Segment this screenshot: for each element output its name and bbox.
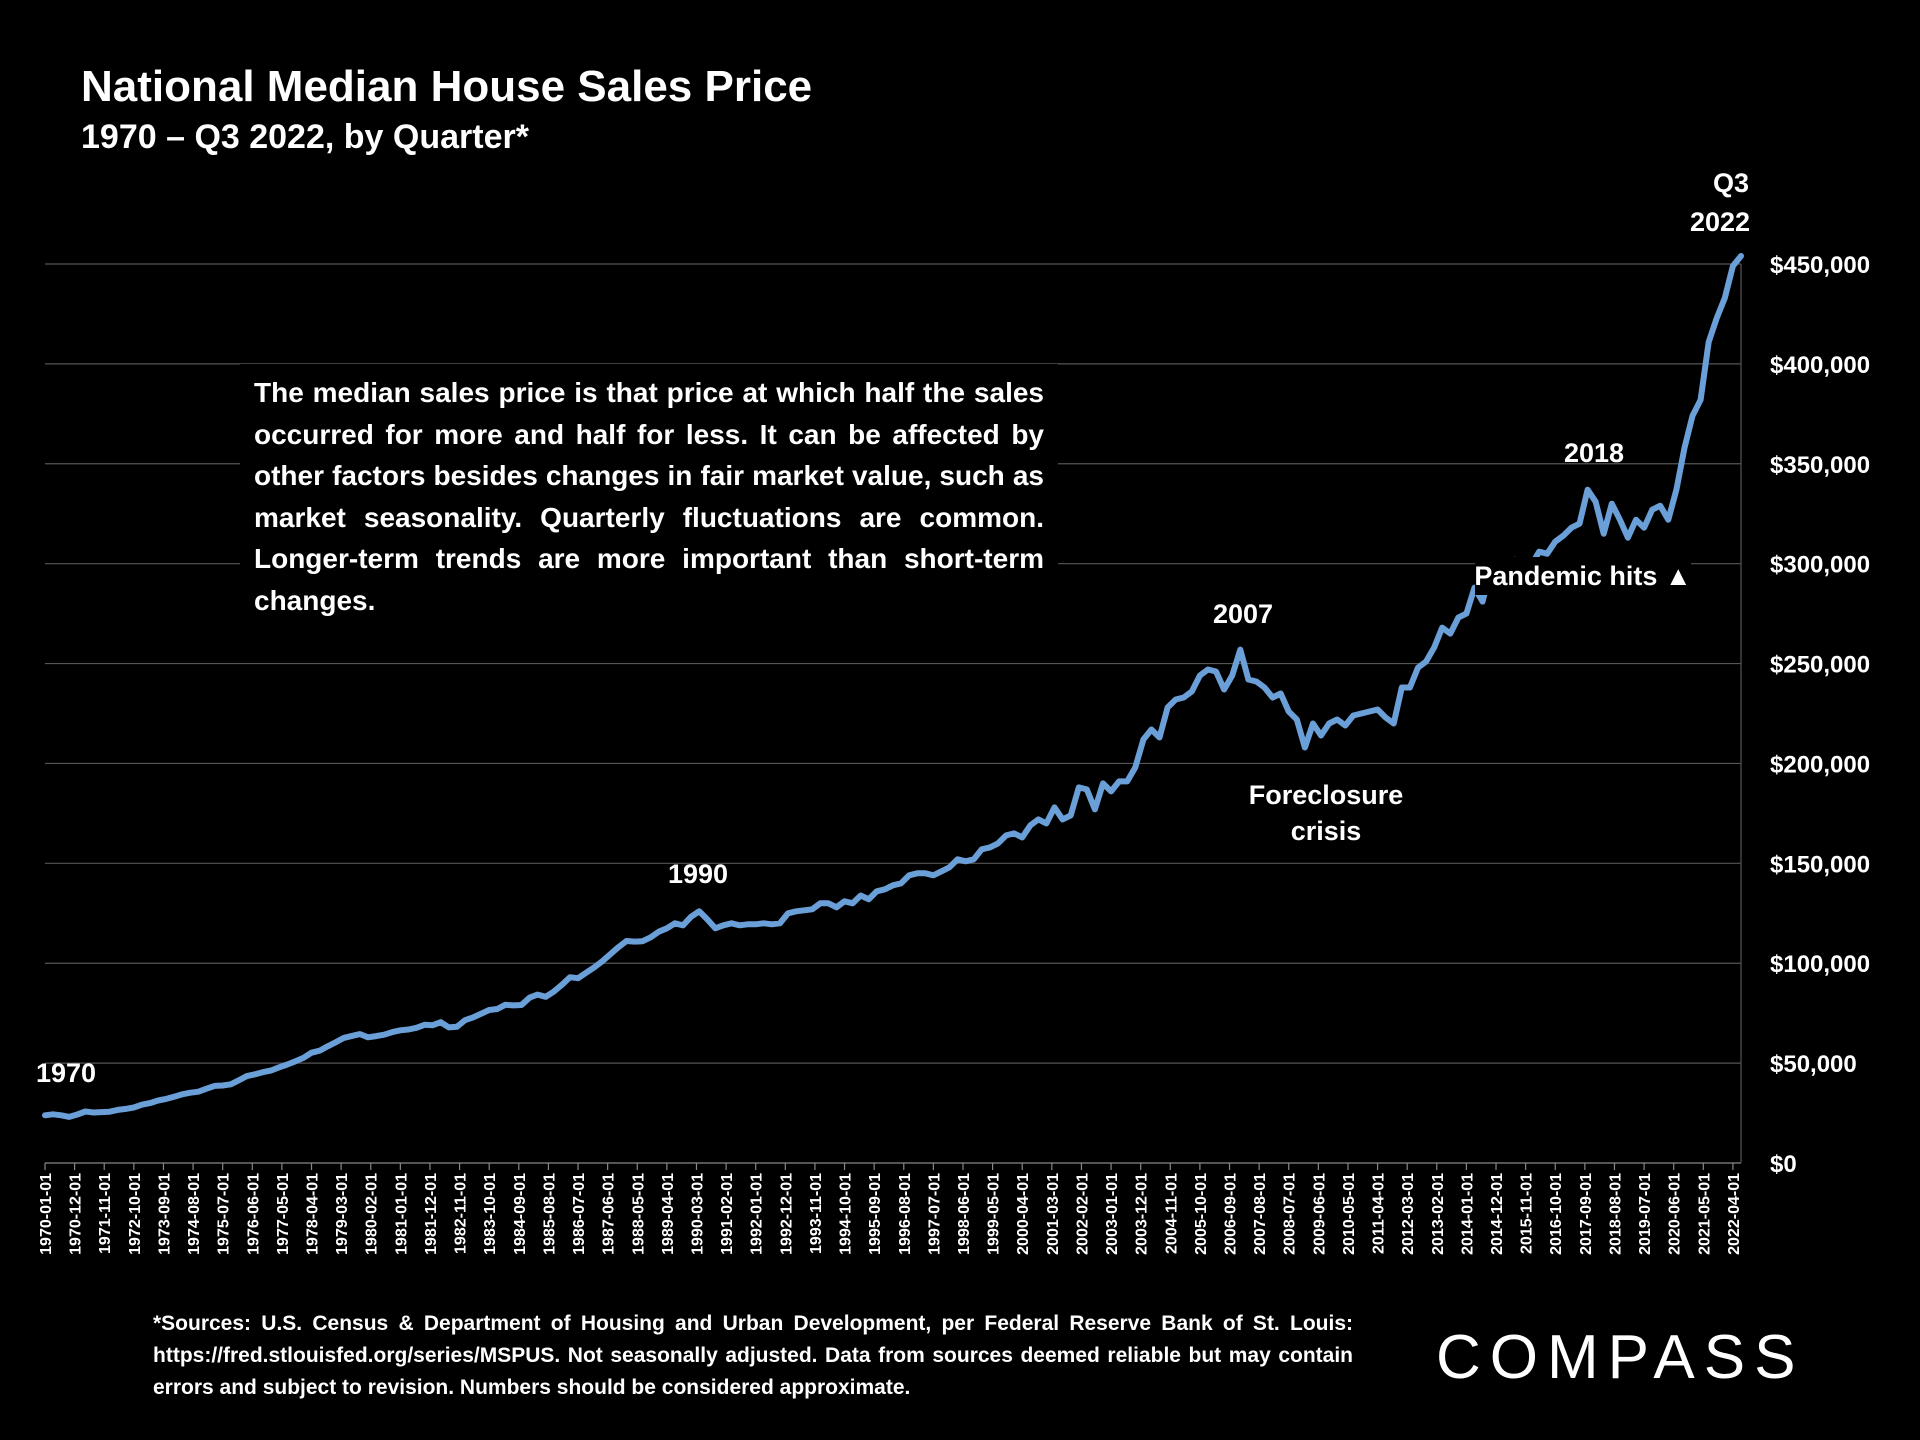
footnote: *Sources: U.S. Census & Department of Ho… (153, 1312, 1353, 1399)
y-tick-label: $400,000 (1770, 352, 1870, 379)
annotation: 2018 (1564, 438, 1624, 468)
x-tick-label: 1987-06-01 (601, 1173, 618, 1255)
annotation: Foreclosure (1249, 780, 1404, 810)
x-tick-label: 1991-02-01 (719, 1173, 736, 1255)
y-tick-label: $300,000 (1770, 552, 1870, 579)
y-tick-label: $350,000 (1770, 452, 1870, 479)
x-tick-label: 1989-04-01 (660, 1173, 677, 1255)
x-tick-label: 1992-01-01 (749, 1173, 766, 1255)
x-tick-label: 1979-03-01 (334, 1173, 351, 1255)
x-tick-label: 2003-01-01 (1104, 1173, 1121, 1255)
x-tick-label: 2002-02-01 (1074, 1173, 1091, 1255)
x-tick-label: 2001-03-01 (1045, 1173, 1062, 1255)
x-tick-label: 1986-07-01 (571, 1173, 588, 1255)
x-tick-label: 2005-10-01 (1193, 1173, 1210, 1255)
x-tick-label: 2018-08-01 (1607, 1173, 1624, 1255)
x-tick-label: 2020-06-01 (1667, 1173, 1684, 1255)
note-box: The median sales price is that price at … (240, 364, 1058, 630)
chart-subtitle: 1970 – Q3 2022, by Quarter* (81, 118, 530, 156)
x-tick-label: 1995-09-01 (867, 1173, 884, 1255)
x-tick-label: 1998-06-01 (956, 1173, 973, 1255)
x-tick-label: 2004-11-01 (1163, 1173, 1180, 1254)
x-tick-label: 1990-03-01 (689, 1173, 706, 1255)
x-tick-label: 1996-08-01 (897, 1173, 914, 1255)
x-tick-label: 1974-08-01 (186, 1173, 203, 1255)
logo: COMPASS (1436, 1323, 1805, 1392)
x-tick-label: 2016-10-01 (1548, 1173, 1565, 1255)
x-tick-label: 2007-08-01 (1252, 1173, 1269, 1255)
x-tick-label: 2009-06-01 (1311, 1173, 1328, 1255)
y-tick-label: $250,000 (1770, 652, 1870, 679)
x-tick-label: 2006-09-01 (1223, 1173, 1240, 1255)
x-tick-label: 1997-07-01 (926, 1173, 943, 1255)
y-tick-label: $0 (1770, 1151, 1797, 1178)
annotation: Pandemic hits ▲ (1474, 561, 1691, 591)
chart-title: National Median House Sales Price (81, 62, 812, 111)
x-tick-label: 2021-05-01 (1696, 1173, 1713, 1255)
x-tick-label: 1988-05-01 (630, 1173, 647, 1255)
x-tick-label: 1971-11-01 (97, 1173, 114, 1254)
y-tick-label: $150,000 (1770, 851, 1870, 878)
x-tick-label: 2019-07-01 (1637, 1173, 1654, 1255)
x-tick-label: 2000-04-01 (1015, 1173, 1032, 1255)
annotation: 2022 (1690, 207, 1750, 237)
x-tick-label: 2013-02-01 (1430, 1173, 1447, 1255)
price-line (42, 253, 1744, 1120)
x-tick-label: 1975-07-01 (216, 1173, 233, 1255)
x-tick-label: 1994-10-01 (838, 1173, 855, 1255)
x-tick-label: 1984-09-01 (512, 1173, 529, 1255)
x-tick-label: 2014-01-01 (1459, 1173, 1476, 1255)
x-tick-label: 1977-05-01 (275, 1173, 292, 1255)
x-tick-label: 2012-03-01 (1400, 1173, 1417, 1255)
x-tick-label: 2011-04-01 (1371, 1173, 1388, 1254)
y-tick-label: $50,000 (1770, 1051, 1857, 1078)
x-tick-label: 1999-05-01 (986, 1173, 1003, 1255)
x-tick-label: 2022-04-01 (1726, 1173, 1743, 1255)
annotation: Q3 (1713, 168, 1749, 198)
y-tick-label: $100,000 (1770, 951, 1870, 978)
x-tick-label: 1985-08-01 (541, 1173, 558, 1255)
x-tick-label: 2010-05-01 (1341, 1173, 1358, 1255)
x-tick-label: 1981-01-01 (393, 1173, 410, 1255)
x-tick-label: 1970-12-01 (68, 1173, 85, 1255)
annotation: 1990 (668, 859, 728, 889)
x-tick-label: 1976-06-01 (245, 1173, 262, 1255)
annotation: crisis (1291, 816, 1362, 846)
x-tick-label: 1983-10-01 (482, 1173, 499, 1255)
annotation: 1970 (36, 1058, 96, 1088)
x-tick-label: 2015-11-01 (1519, 1173, 1536, 1254)
x-tick-label: 1970-01-01 (38, 1173, 55, 1255)
x-tick-label: 1973-09-01 (156, 1173, 173, 1255)
x-tick-label: 1993-11-01 (808, 1173, 825, 1254)
x-tick-label: 1982-11-01 (453, 1173, 470, 1254)
x-tick-label: 2014-12-01 (1489, 1173, 1506, 1255)
x-tick-label: 1981-12-01 (423, 1173, 440, 1255)
y-tick-label: $200,000 (1770, 751, 1870, 778)
x-tick-label: 2017-09-01 (1578, 1173, 1595, 1255)
x-tick-label: 2003-12-01 (1134, 1173, 1151, 1255)
y-tick-label: $450,000 (1770, 252, 1870, 279)
label-background (1475, 557, 1691, 595)
x-tick-label: 1980-02-01 (364, 1173, 381, 1255)
annotation: 2007 (1213, 599, 1273, 629)
x-tick-label: 2008-07-01 (1282, 1173, 1299, 1255)
x-tick-label: 1972-10-01 (127, 1173, 144, 1255)
x-tick-label: 1978-04-01 (305, 1173, 322, 1255)
x-tick-label: 1992-12-01 (778, 1173, 795, 1255)
